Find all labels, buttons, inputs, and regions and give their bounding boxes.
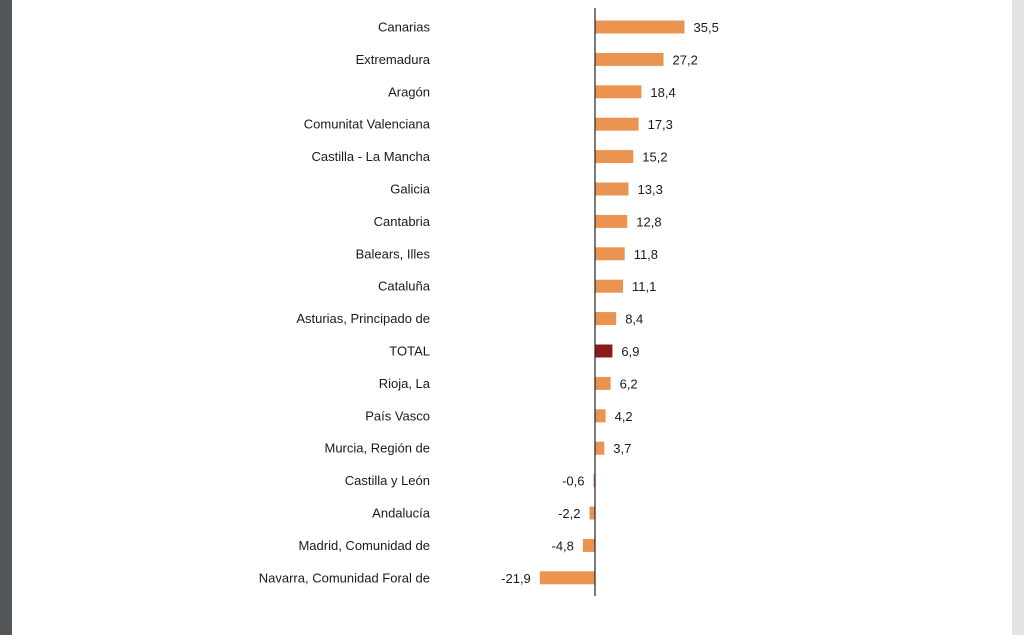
viewer-scrollbar[interactable] (1012, 0, 1024, 635)
category-label: Balears, Illes (356, 246, 431, 261)
bar (595, 312, 617, 326)
category-label: Cataluña (378, 279, 431, 294)
category-label: Castilla y León (345, 473, 430, 488)
data-label: 6,2 (620, 376, 638, 391)
category-label: Castilla - La Mancha (312, 149, 431, 164)
data-label: 17,3 (648, 117, 673, 132)
bar (595, 182, 629, 196)
bar (595, 117, 639, 131)
data-label: 11,8 (634, 247, 658, 262)
bar (582, 538, 595, 552)
data-label: 35,5 (694, 20, 719, 35)
bar (589, 506, 595, 520)
viewer-left-edge (0, 0, 12, 635)
bar (595, 409, 606, 423)
data-label: -0,6 (562, 474, 584, 489)
data-label: 15,2 (642, 150, 667, 165)
bar-chart: Canarias 35,5 Extremadura 27,2 Aragón 18,4 Com… (259, 8, 719, 596)
category-label: Canarias (378, 20, 431, 35)
bar (593, 474, 595, 488)
data-label: 27,2 (673, 52, 698, 67)
category-label: Galicia (390, 182, 431, 197)
category-label: TOTAL (389, 344, 430, 359)
data-label: -4,8 (551, 538, 573, 553)
bar (539, 571, 595, 585)
bar (595, 150, 634, 164)
data-label: 8,4 (625, 312, 643, 327)
bar (595, 247, 625, 261)
category-label: Aragón (388, 84, 430, 99)
bar (595, 376, 611, 390)
bar-total (595, 344, 613, 358)
bar (595, 279, 623, 293)
category-label: Andalucía (372, 506, 431, 521)
bar (595, 52, 664, 66)
data-label: 18,4 (650, 85, 675, 100)
data-label: 13,3 (638, 182, 663, 197)
data-label: 12,8 (636, 214, 661, 229)
category-label: Murcia, Región de (325, 441, 431, 456)
category-label: Extremadura (356, 52, 431, 67)
data-label: 4,2 (615, 409, 633, 424)
bar (595, 20, 685, 34)
data-label: -2,2 (558, 506, 580, 521)
data-label: 6,9 (621, 344, 639, 359)
category-label: País Vasco (365, 408, 430, 423)
bar (595, 441, 605, 455)
category-label: Navarra, Comunidad Foral de (259, 570, 430, 585)
category-label: Comunitat Valenciana (304, 117, 431, 132)
data-label: 3,7 (613, 441, 631, 456)
category-label: Madrid, Comunidad de (298, 538, 430, 553)
data-label: -21,9 (501, 571, 531, 586)
document-page: Canarias 35,5 Extremadura 27,2 Aragón 18,4 Com… (12, 0, 1012, 635)
category-label: Asturias, Principado de (296, 311, 430, 326)
bar (595, 85, 642, 99)
data-label: 11,1 (632, 279, 656, 294)
category-label: Cantabria (374, 214, 431, 229)
category-label: Rioja, La (379, 376, 431, 391)
bar (595, 214, 628, 228)
